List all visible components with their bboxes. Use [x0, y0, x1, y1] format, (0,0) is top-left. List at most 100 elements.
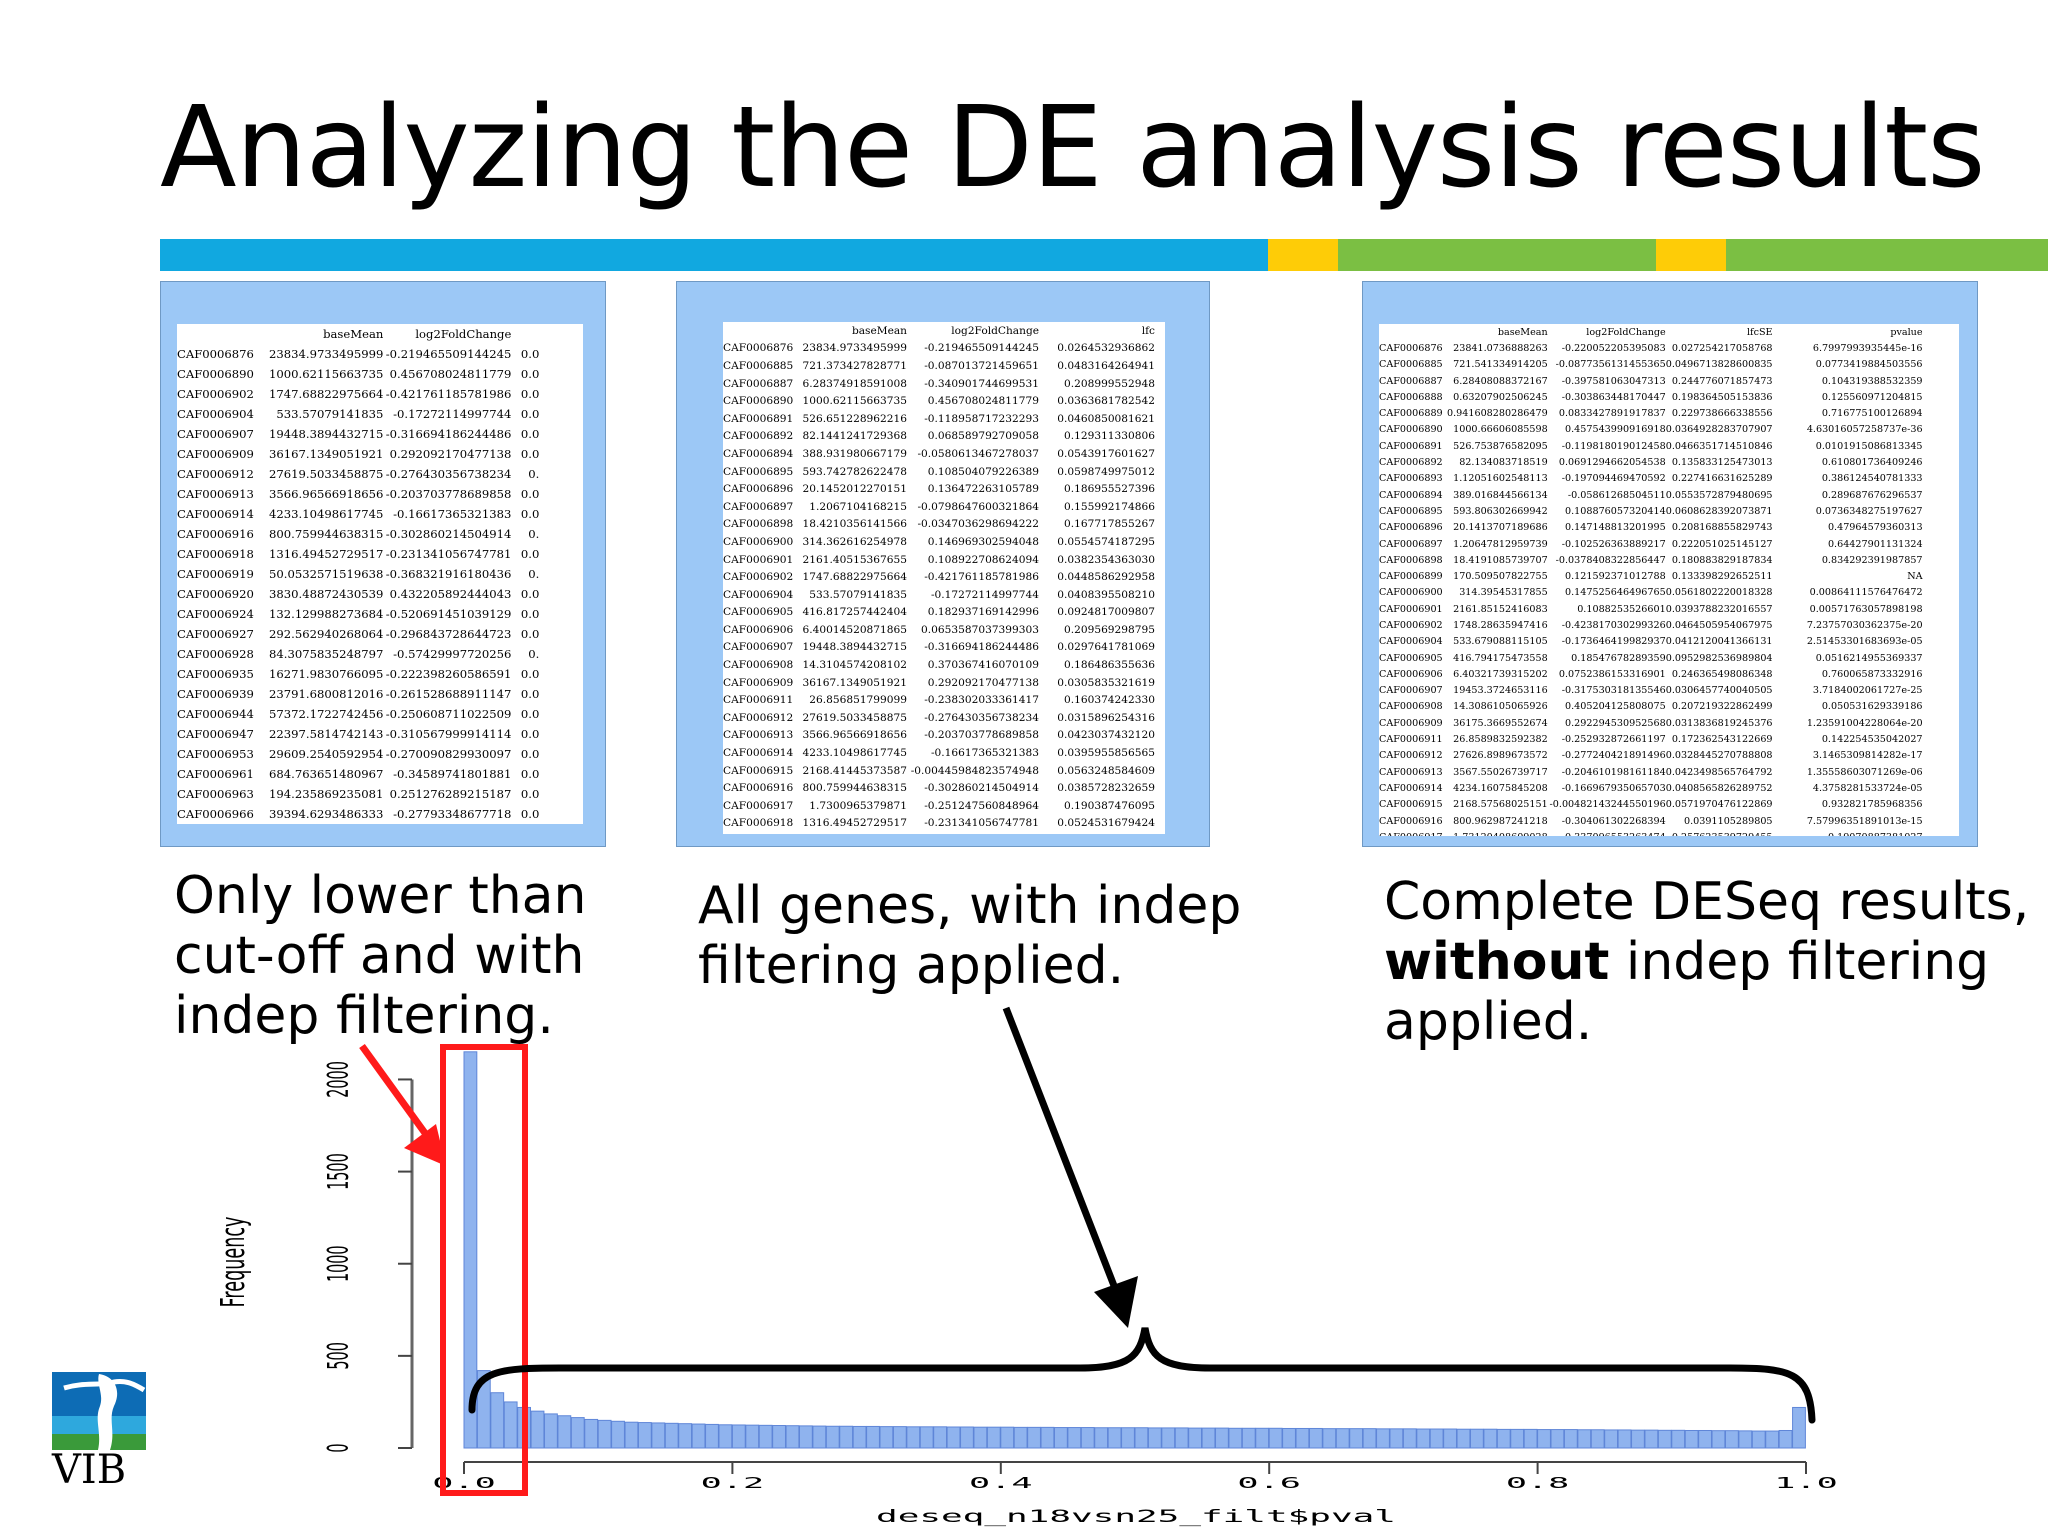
- gene-id-cell: CAF0006896: [1379, 522, 1443, 534]
- value-cell: 0.068589792709058: [927, 430, 1039, 443]
- histogram-bar: [664, 1422, 679, 1449]
- value-cell: 593.806302669942: [1453, 505, 1548, 517]
- value-cell: 0.0: [520, 587, 540, 601]
- column-header: baseMean: [1497, 326, 1548, 338]
- gene-id-cell: CAF0006919: [177, 567, 254, 581]
- value-cell: 0.0: [520, 407, 540, 421]
- value-cell: 0.456708024811779: [927, 395, 1039, 408]
- value-cell: 36167.1349051921: [269, 447, 384, 461]
- value-cell: -0.421761185781986: [385, 387, 512, 401]
- gene-id-cell: CAF0006913: [177, 487, 254, 501]
- gene-id-cell: CAF0006906: [1379, 668, 1443, 680]
- gene-id-cell: CAF0006891: [1379, 440, 1443, 452]
- y-tick-label: 500: [323, 1342, 356, 1369]
- value-cell: -0.34589741801881: [393, 767, 512, 781]
- histogram-bar: [973, 1426, 988, 1449]
- value-cell: 0.0264532936862: [1057, 342, 1155, 355]
- histogram-bar: [1657, 1429, 1672, 1449]
- value-cell: 593.742782622478: [802, 465, 907, 478]
- histogram-bar: [1751, 1430, 1766, 1449]
- table-row: CAF0006894 388.931980667179 -0.05806134672…: [723, 445, 1155, 463]
- value-cell: 0.405204125808075: [1565, 701, 1666, 713]
- table-row: CAF0006918 1316.49452729517 -0.23134105674…: [723, 815, 1155, 833]
- value-cell: -0.16617365321383: [930, 747, 1039, 760]
- gene-id-cell: CAF0006897: [723, 500, 794, 513]
- table-row: CAF0006914 4233.10498617745 -0.16617365321…: [177, 504, 539, 524]
- column-header: log2FoldChange: [951, 324, 1039, 337]
- value-cell: 0.227416631625289: [1671, 473, 1773, 485]
- gene-id-cell: CAF0006916: [723, 782, 794, 795]
- value-cell: 84.3075835248797: [269, 647, 384, 661]
- value-cell: -0.27793348677718: [393, 807, 512, 821]
- histogram-bar: [1255, 1427, 1270, 1449]
- value-cell: 0.0408395508210: [1057, 588, 1155, 601]
- value-cell: 16271.9830766095: [269, 667, 384, 681]
- red-arrow-head: [404, 1124, 446, 1166]
- value-cell: -0.203703778689858: [385, 487, 512, 501]
- value-cell: 7.23757030362375e-20: [1806, 619, 1923, 631]
- value-cell: 0.108922708624094: [927, 553, 1039, 566]
- histogram-bar: [1389, 1428, 1404, 1449]
- histogram-bar: [1040, 1426, 1055, 1449]
- value-cell: 0.0691294662054538: [1558, 457, 1666, 469]
- table-row: CAF0006909 36167.1349051921 0.292092170477…: [723, 674, 1155, 692]
- value-cell: 0.: [528, 467, 540, 481]
- value-cell: 0.0385728232659: [1057, 782, 1155, 795]
- value-cell: 0.370367416070109: [927, 659, 1039, 672]
- value-cell: 0.292092170477138: [927, 676, 1039, 689]
- value-cell: 2161.85152416083: [1453, 603, 1548, 615]
- histogram-bar: [557, 1415, 572, 1449]
- histogram-bar: [1308, 1427, 1323, 1449]
- table-row: CAF0006913 3567.55026739717 -0.20461019816…: [1379, 764, 1923, 780]
- value-cell: 0.172362543122669: [1671, 734, 1773, 746]
- value-cell: 0.0: [520, 487, 540, 501]
- value-cell: 0.0833427891917837: [1558, 408, 1666, 420]
- gene-id-cell: CAF0006876: [177, 347, 254, 361]
- gene-id-cell: CAF0006905: [1379, 652, 1443, 664]
- gene-id-cell: CAF0006939: [177, 687, 254, 701]
- value-cell: 27626.8989673572: [1453, 750, 1548, 762]
- value-cell: 0.0395955856565: [1057, 747, 1155, 760]
- histogram-bar: [1094, 1427, 1109, 1449]
- histogram-bar: [1510, 1428, 1525, 1449]
- x-axis-label: deseq_n18vsn25_filt$pval: [876, 1506, 1396, 1526]
- value-cell: 23791.6800812016: [269, 687, 384, 701]
- y-axis-label: Frequency: [214, 1217, 253, 1308]
- highlight-box: [440, 1044, 528, 1496]
- value-cell: 0.0315896254316: [1057, 711, 1155, 724]
- histogram-bar: [597, 1419, 612, 1449]
- table-row: CAF0006897 1.20647812959739 -0.10252636388…: [1379, 536, 1923, 552]
- histogram-bar: [933, 1426, 948, 1449]
- value-cell: -0.276430356738234: [385, 467, 512, 481]
- value-cell: -0.173646419982937: [1561, 636, 1666, 648]
- table-row: CAF0006890 1000.66606085598 0.457543990916…: [1379, 422, 1923, 438]
- value-cell: 0.0608628392073871: [1665, 505, 1773, 517]
- value-cell: 1747.68822975664: [269, 387, 384, 401]
- histogram-bar: [1174, 1427, 1189, 1449]
- gene-id-cell: CAF0006963: [177, 787, 254, 801]
- table-panel-filtered: baseMean log2FoldChange CAF0006876 23834.97…: [160, 281, 606, 847]
- gene-id-cell: CAF0006904: [723, 588, 794, 601]
- table-row: CAF0006892 82.134083718519 0.0691294662054…: [1379, 454, 1923, 470]
- table-row: CAF0006902 1747.68822975664 -0.42176118578…: [723, 568, 1155, 586]
- table-row: CAF0006900 314.362616254978 0.146969302594…: [723, 533, 1155, 551]
- gene-id-cell: CAF0006907: [177, 427, 254, 441]
- value-cell: 0.147148813201995: [1565, 522, 1666, 534]
- value-cell: 0.0736348275197627: [1815, 505, 1923, 517]
- gene-id-cell: CAF0006876: [723, 342, 794, 355]
- value-cell: 0.0328445270788808: [1665, 750, 1773, 762]
- value-cell: 2168.57568025151: [1453, 799, 1548, 811]
- value-cell: 0.0554574187295: [1057, 535, 1155, 548]
- gene-id-cell: CAF0006947: [177, 727, 254, 741]
- gene-id-cell: CAF0006918: [723, 817, 794, 830]
- value-cell: 0.0598749975012: [1057, 465, 1155, 478]
- value-cell: -0.17272114997744: [393, 407, 512, 421]
- gene-id-cell: CAF0006906: [723, 623, 794, 636]
- histogram-bar: [960, 1426, 974, 1449]
- table-row: CAF0006947 22397.5814742143 -0.31056799991…: [177, 724, 539, 744]
- value-cell: 0.208999552948: [1064, 377, 1155, 390]
- value-cell: -0.423817030299326: [1561, 619, 1666, 631]
- table-row: CAF0006905 416.817257442404 0.182937169142…: [723, 604, 1155, 622]
- table-row: CAF0006913 3566.96566918656 -0.20370377868…: [177, 484, 539, 504]
- value-cell: -0.00445984823574948: [910, 764, 1039, 777]
